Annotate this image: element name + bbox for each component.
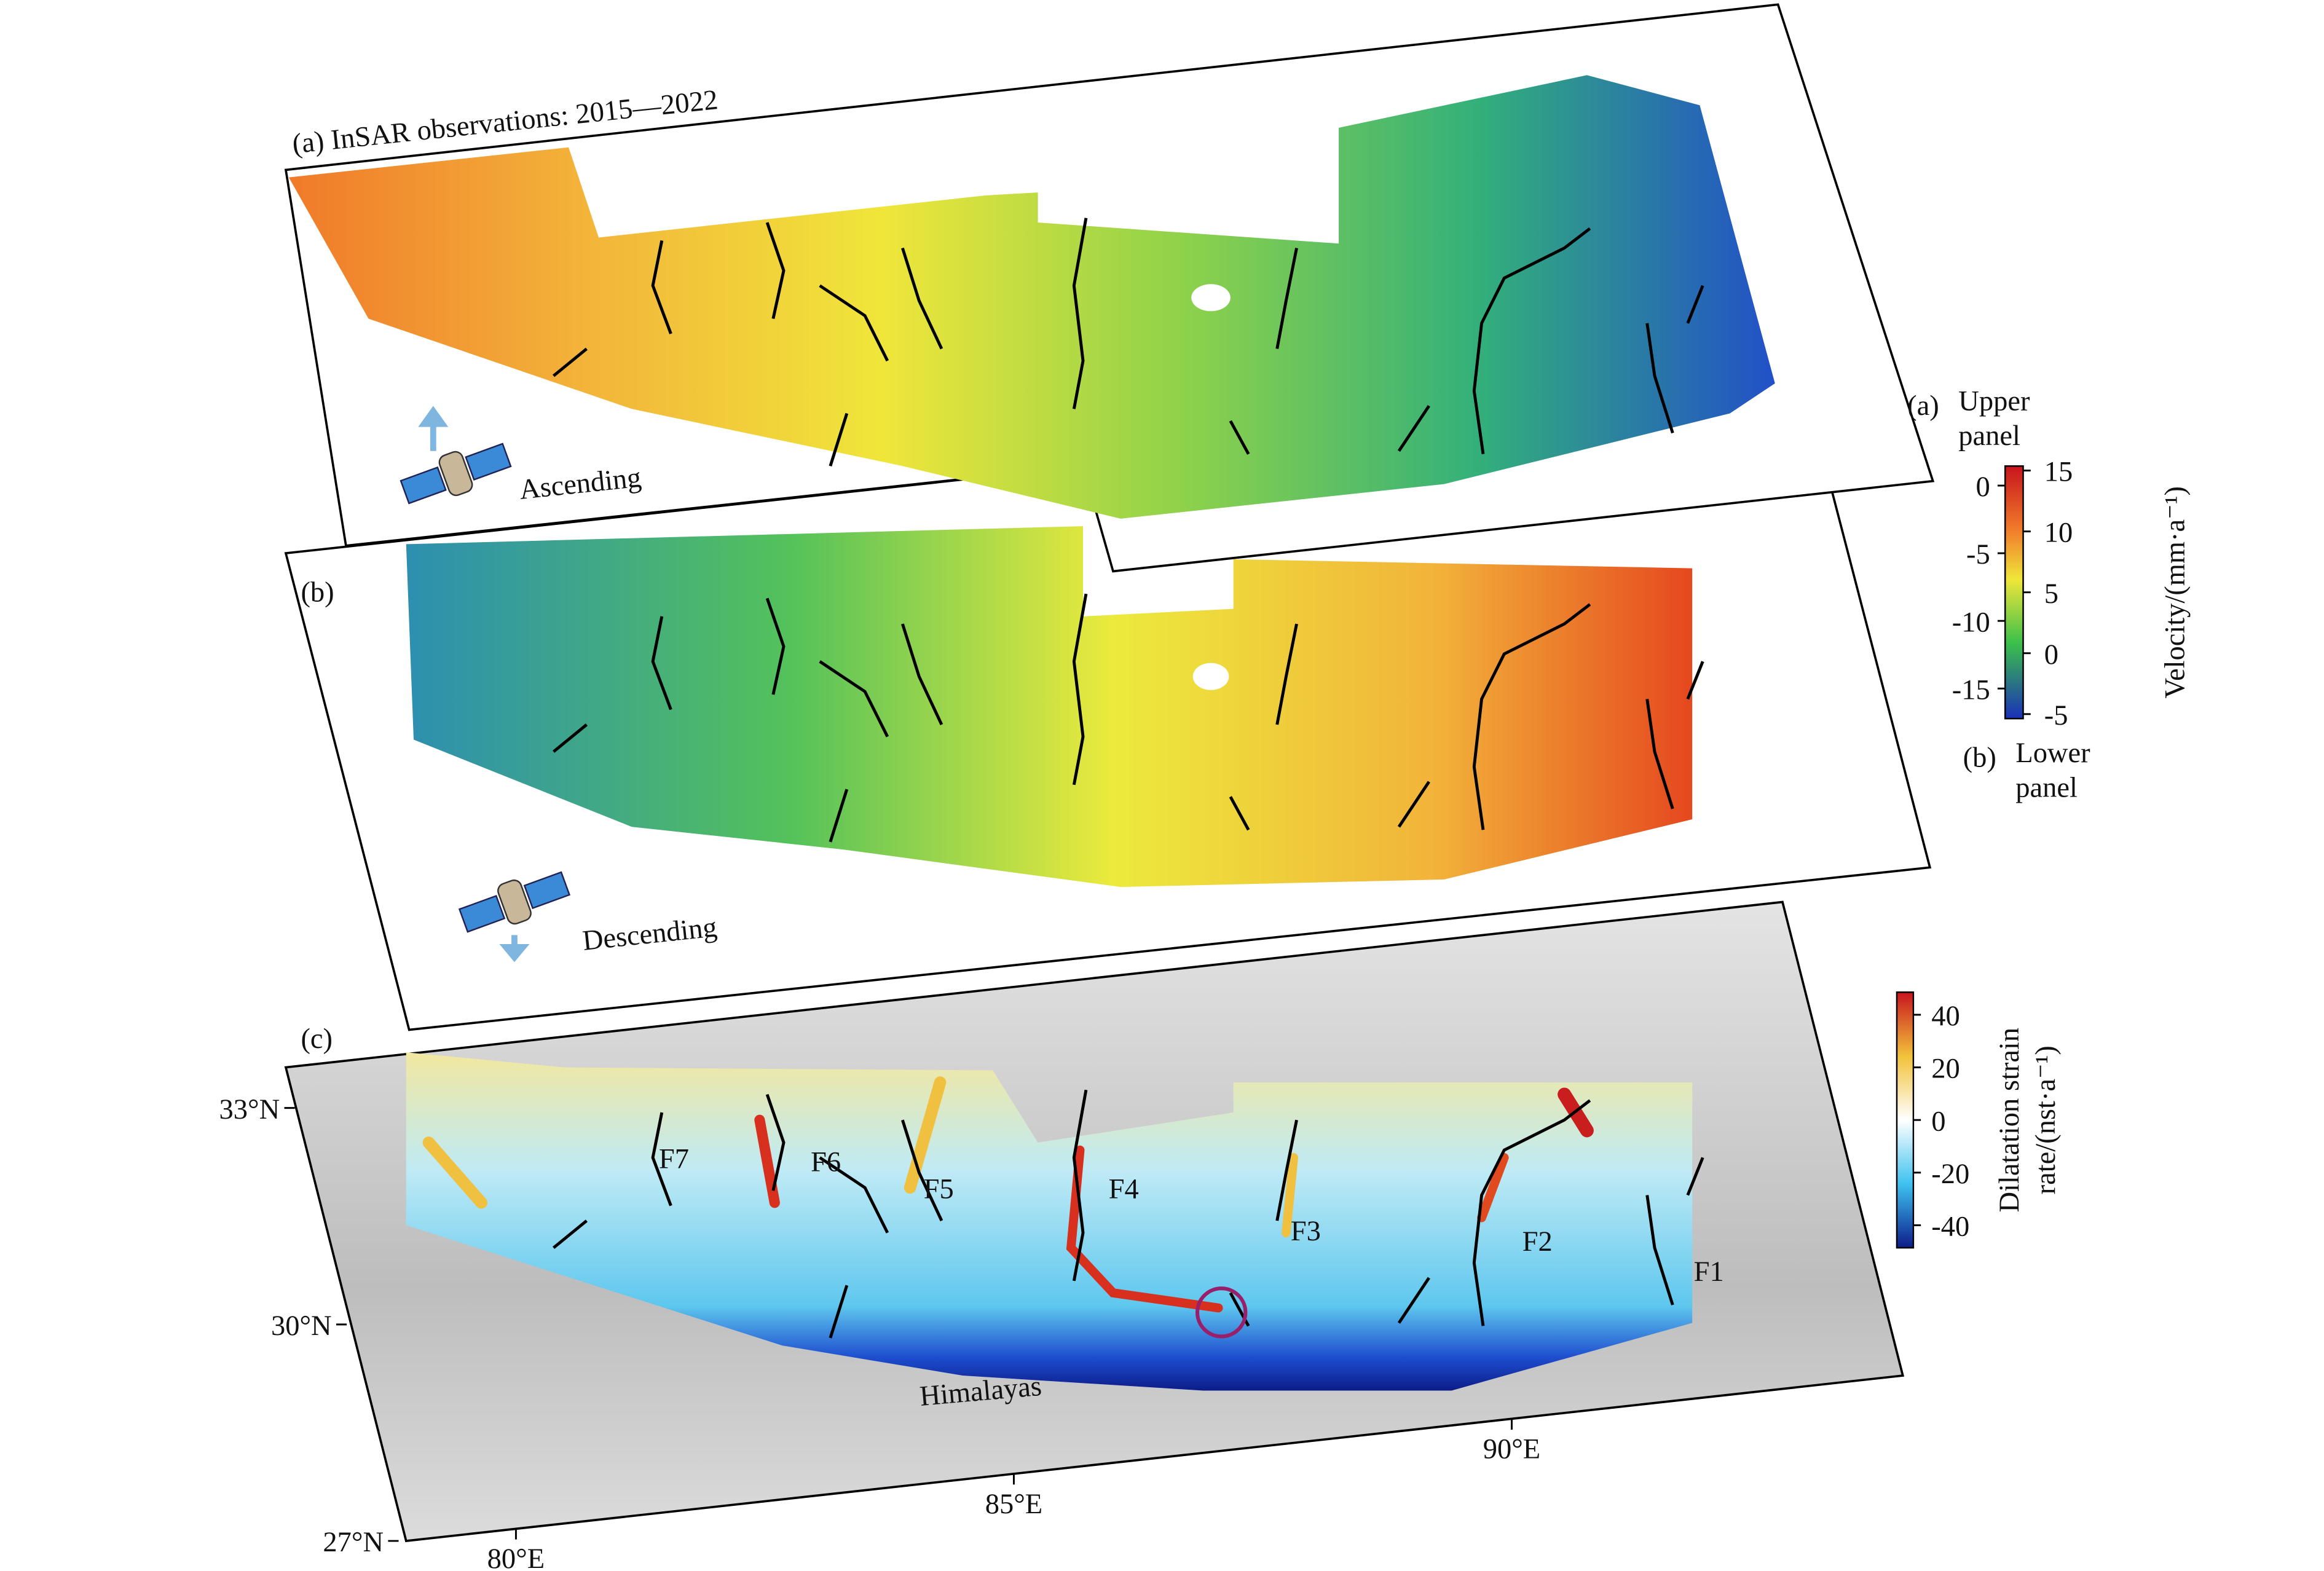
shape (400, 466, 447, 505)
shape (497, 879, 532, 925)
colorbar-panel-text: Upper (1958, 386, 2030, 417)
colorbar-tick-label: 0 (1975, 471, 1990, 503)
colorbar-panel-text: panel (2015, 772, 2078, 803)
fault-label: F5 (924, 1173, 954, 1205)
colorbar-panel-text: panel (1958, 420, 2020, 452)
colorbar-tick-label: 5 (2044, 578, 2058, 610)
colorbar-title: rate/(nst·a⁻¹) (2030, 1045, 2062, 1194)
data-gap (1192, 663, 1229, 690)
colorbar-tick-label: 15 (2044, 457, 2073, 488)
shape (438, 451, 473, 497)
colorbar-tick-label: -15 (1952, 674, 1990, 706)
shape (1477, 1153, 1509, 1223)
fault-label: F6 (811, 1146, 841, 1178)
ascending-velocity-map (288, 75, 1775, 519)
flight-arrow (418, 406, 449, 451)
fault-label: F2 (1522, 1226, 1553, 1258)
highlight-circle (1195, 1286, 1248, 1339)
colorbar-title: Velocity/(mm·a⁻¹) (2159, 486, 2191, 698)
colorbar-title: Dilatation strain (1994, 1028, 2025, 1213)
lon-tick-label: 85°E (985, 1489, 1042, 1520)
fault-label: F1 (1694, 1256, 1724, 1288)
shape (1066, 1145, 1223, 1313)
satellite-descending (458, 871, 571, 933)
colorbar-tick-label: 20 (1931, 1053, 1960, 1085)
colorbar-tick-label: 10 (2044, 518, 2073, 549)
lat-tick-label: 33°N (219, 1094, 280, 1125)
colorbar-tick-label: 40 (1931, 1001, 1960, 1032)
colorbar-tick-label: -10 (1952, 607, 1990, 638)
colorbar-tick-label: 0 (1931, 1106, 1945, 1137)
flight-arrow (499, 935, 530, 963)
colorbar-panel-text: Lower (2015, 738, 2090, 769)
shape (904, 1076, 947, 1194)
strain-rate-map (406, 1052, 1693, 1391)
shape (458, 894, 506, 933)
lon-tick-label: 80°E (487, 1543, 545, 1571)
satellite-ascending (400, 443, 512, 505)
lon-tick-label: 90°E (1483, 1434, 1540, 1465)
colorbar-tick-label: -5 (2044, 700, 2068, 731)
data-gap (1191, 284, 1231, 312)
shape (523, 871, 571, 910)
colorbar-tick-label: -40 (1931, 1211, 1969, 1243)
fault-label: F4 (1109, 1173, 1139, 1205)
colorbar-tick-label: -5 (1966, 539, 1990, 570)
descending-velocity-map (406, 526, 1693, 888)
colorbar-tick-label: 0 (2044, 639, 2058, 671)
fault-label: F7 (659, 1144, 689, 1175)
shape (422, 1136, 487, 1209)
velocity-colorbar (2004, 465, 2024, 720)
shape (1282, 1153, 1298, 1238)
shape (465, 443, 512, 481)
lat-tick-label: 27°N (323, 1527, 384, 1558)
colorbar-panel-marker: (a) (1907, 390, 1939, 422)
colorbar-tick-label: -20 (1931, 1159, 1969, 1190)
panel-label: (c) (301, 1023, 333, 1055)
strain-colorbar (1896, 991, 1915, 1249)
panel-label: (b) (301, 577, 334, 608)
colorbar-panel-marker: (b) (1963, 742, 1996, 773)
lat-tick-label: 30°N (271, 1310, 332, 1342)
fault-label: F3 (1291, 1216, 1321, 1247)
